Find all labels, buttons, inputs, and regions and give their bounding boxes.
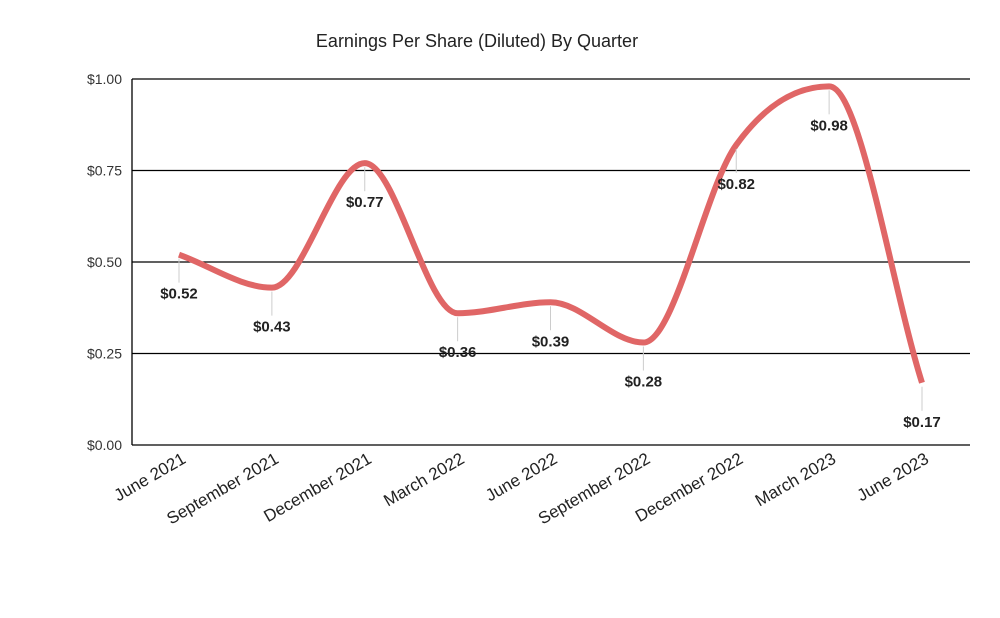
data-label: $0.43 (253, 319, 291, 336)
data-labels: $0.52 $0.43 $0.77 $0.36 $0.39 $0.28 $0.82 $0.98… (160, 90, 941, 431)
data-label: $0.82 (717, 176, 755, 193)
data-label: $0.77 (346, 194, 384, 211)
data-label: $0.28 (625, 374, 663, 391)
y-tick-label: $0.50 (87, 254, 122, 270)
series-layer (177, 83, 925, 384)
x-tick-label: June 2022 (482, 449, 560, 505)
y-tick-label: $0.25 (87, 346, 122, 362)
axes (131, 79, 970, 446)
gridlines (132, 78, 970, 355)
data-label: $0.17 (903, 414, 941, 431)
y-axis-tick-labels: $0.00 $0.25 $0.50 $0.75 $1.00 (87, 71, 122, 453)
y-tick-label: $0.75 (87, 163, 122, 179)
y-tick-label: $0.00 (87, 437, 122, 453)
data-label: $0.36 (439, 344, 477, 361)
series-line (177, 83, 925, 384)
x-tick-label: June 2023 (854, 449, 932, 505)
chart-title: Earnings Per Share (Diluted) By Quarter (316, 31, 638, 51)
y-tick-label: $1.00 (87, 71, 122, 87)
data-label: $0.98 (810, 117, 848, 134)
data-label: $0.39 (532, 333, 570, 350)
data-label: $0.52 (160, 286, 198, 303)
x-tick-label: March 2023 (752, 449, 839, 510)
x-tick-label: June 2021 (111, 449, 189, 505)
x-tick-label: March 2022 (380, 449, 467, 510)
